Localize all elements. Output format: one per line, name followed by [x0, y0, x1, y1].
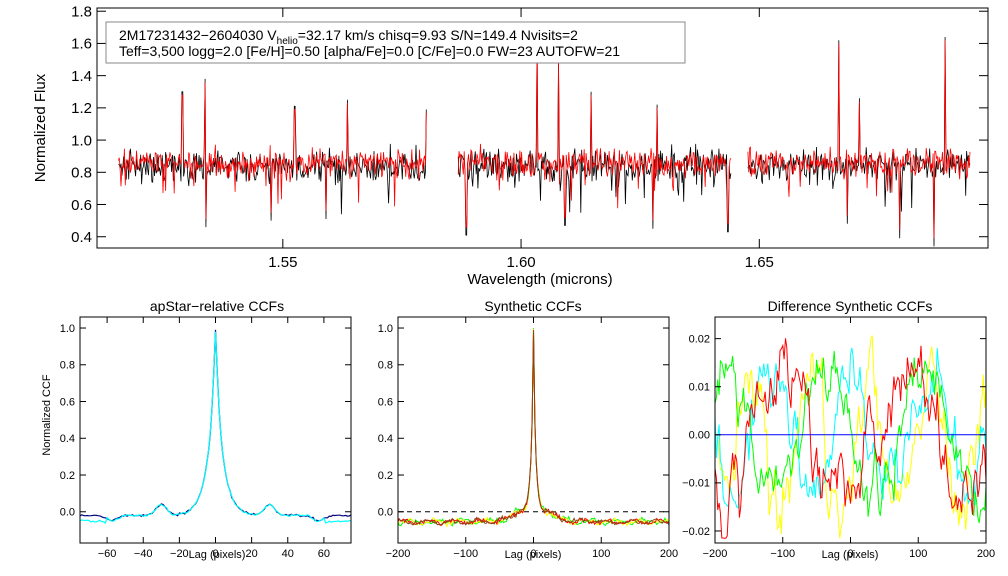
spectrum-model-line [747, 40, 971, 239]
info-box: 2M17231432−2604030 Vhelio=32.17 km/s chi… [105, 21, 686, 64]
spectrum-observed-line [457, 36, 732, 236]
y-tick-label: 0.6 [71, 197, 92, 214]
info-box-frame [105, 21, 686, 64]
x-tick-label: 1.65 [745, 254, 774, 271]
apstar-ccf-axes-frame [79, 316, 352, 544]
x-tick-label: 40 [282, 548, 294, 560]
apstar-ccf-series-group [79, 329, 352, 525]
y-tick-label: 0.6 [378, 396, 393, 408]
difference-ccf-title: Difference Synthetic CCFs [768, 298, 933, 314]
spectrum-model-line [118, 82, 427, 220]
y-tick-label: 0.8 [378, 360, 393, 372]
spectrum-xlabel: Wavelength (microns) [467, 271, 612, 288]
apstar-ccf-title: apStar−relative CCFs [150, 298, 284, 314]
y-tick-label: 1.0 [378, 323, 393, 335]
spectrum-panel: 1.55 1.60 1.65 0.4 0.6 0.8 1.0 1.2 1.4 1.6 1.8 Wav… [32, 3, 989, 288]
synthetic-ccf-ticks: −200 −100 0 100 200 0.0 0.2 0.4 0.6 0.8 1.0 [378, 317, 678, 560]
y-tick-label: 0.00 [689, 430, 710, 442]
spectrum-ticks: 1.55 1.60 1.65 0.4 0.6 0.8 1.0 1.2 1.4 1.6 1.8 [71, 3, 988, 271]
apstar-ccf-ylabel: Normalized CCF [41, 374, 53, 456]
difference-ccf-xlabel: Lag (pixels) [822, 549, 879, 561]
synthetic-ccf-synthetic-4-line [397, 330, 670, 526]
x-tick-label: 0 [847, 548, 853, 560]
x-tick-label: 100 [909, 548, 927, 560]
y-tick-label: 1.0 [60, 323, 75, 335]
spectrum-observed-line [118, 78, 427, 228]
synthetic-ccf-title: Synthetic CCFs [484, 298, 581, 314]
x-tick-label: 1.55 [268, 254, 297, 271]
spectrum-ylabel: Normalized Flux [32, 73, 49, 182]
y-tick-label: 0.8 [60, 360, 75, 372]
x-tick-label: 200 [977, 548, 995, 560]
difference-ccf-difference-2-line [714, 347, 987, 509]
info-line-1-start: 2M17231432−2604030 V [119, 27, 277, 43]
difference-ccf-difference-4-line [714, 338, 987, 539]
y-tick-label: 0.6 [60, 396, 75, 408]
difference-ccf-ticks: −200 −100 0 100 200 −0.02 −0.01 0.00 0.01 0.02 [682, 317, 995, 560]
y-tick-label: 0.02 [689, 333, 710, 345]
y-tick-label: −0.02 [682, 526, 710, 538]
x-tick-label: −40 [134, 548, 153, 560]
synthetic-ccf-series-group [397, 327, 670, 528]
x-tick-label: −200 [703, 548, 728, 560]
y-tick-label: 0.4 [71, 229, 92, 246]
y-tick-label: 1.8 [71, 3, 92, 20]
spectrum-axes-frame [96, 7, 989, 249]
info-line-2: Teff=3,500 logg=2.0 [Fe/H]=0.50 [alpha/F… [119, 43, 620, 59]
y-tick-label: 1.6 [71, 36, 92, 53]
synthetic-ccf-panel: Synthetic CCFs −200 −100 0 100 200 0.0 0.2 0.4 0… [378, 298, 678, 561]
difference-ccf-series-group [714, 335, 987, 539]
y-tick-label: 1.0 [71, 132, 92, 149]
x-tick-label: 200 [660, 548, 678, 560]
y-tick-label: 0.4 [378, 433, 393, 445]
info-line-1: 2M17231432−2604030 Vhelio=32.17 km/s chi… [119, 27, 578, 47]
x-tick-label: −20 [170, 548, 189, 560]
difference-ccf-difference-3-line [714, 350, 987, 524]
difference-ccf-panel: Difference Synthetic CCFs −200 −100 0 100 20… [682, 298, 995, 561]
x-tick-label: 20 [246, 548, 258, 560]
x-tick-label: 1.60 [506, 254, 535, 271]
y-tick-label: 1.4 [71, 68, 92, 85]
synthetic-ccf-xlabel: Lag (pixels) [505, 549, 562, 561]
y-tick-label: 0.0 [378, 507, 393, 519]
apstar-ccf-panel: apStar−relative CCFs −60 −40 −20 0 20 40 60 0.0… [41, 298, 352, 561]
info-line-1-end: =32.17 km/s chisq=9.93 S/N=149.4 Nvisits… [298, 27, 578, 43]
y-tick-label: 0.0 [60, 507, 75, 519]
y-tick-label: 0.2 [60, 470, 75, 482]
x-tick-label: 0 [212, 548, 218, 560]
x-tick-label: 0 [530, 548, 536, 560]
x-tick-label: −60 [98, 548, 117, 560]
y-tick-label: 0.01 [689, 382, 710, 394]
info-line-1-subscript: helio [277, 36, 299, 47]
difference-ccf-difference-1-line [714, 335, 987, 539]
x-tick-label: 100 [592, 548, 610, 560]
apstar-ccf-ticks: −60 −40 −20 0 20 40 60 0.0 0.2 0.4 0.6 0.8 1.0 [60, 317, 351, 560]
x-tick-label: −100 [453, 548, 478, 560]
apstar-ccf-visit-2-line [79, 331, 351, 525]
spectrum-model-line [457, 40, 732, 228]
x-tick-label: 60 [318, 548, 330, 560]
y-tick-label: 1.2 [71, 100, 92, 117]
apstar-ccf-xlabel: Lag (pixels) [189, 549, 246, 561]
y-tick-label: 0.2 [378, 470, 393, 482]
y-tick-label: 0.8 [71, 165, 92, 182]
synthetic-ccf-synthetic-1-line [397, 327, 670, 527]
y-tick-label: 0.4 [60, 433, 75, 445]
spectrum-series-group [118, 36, 971, 247]
apstar-ccf-visit-1-line [79, 329, 352, 522]
y-tick-label: −0.01 [682, 478, 710, 490]
x-tick-label: −200 [386, 548, 411, 560]
x-tick-label: −100 [770, 548, 795, 560]
